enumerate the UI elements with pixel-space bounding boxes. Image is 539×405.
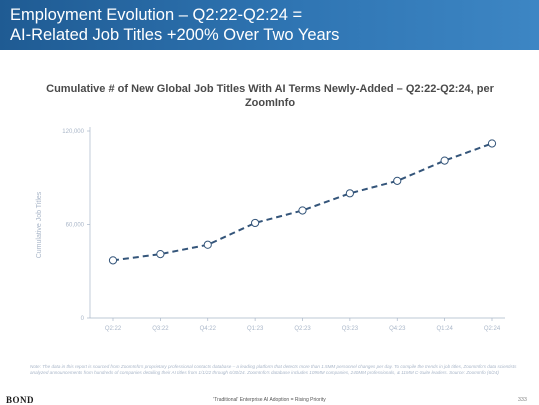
data-point	[487, 139, 497, 148]
x-tick-label: Q3:23	[342, 326, 359, 332]
y-tick-label: 120,000	[62, 129, 84, 135]
data-point	[251, 218, 260, 228]
chart-title: Cumulative # of New Global Job Titles Wi…	[46, 83, 494, 109]
data-point	[298, 206, 307, 215]
y-tick-label: 0	[81, 316, 85, 322]
x-tick-label: Q4:22	[200, 326, 217, 332]
y-tick-label: 60,000	[66, 223, 85, 229]
x-tick-label: Q1:23	[247, 326, 264, 332]
y-axis-title: Cumulative Job Titles	[36, 191, 43, 258]
x-tick-label: Q2:23	[294, 326, 311, 332]
x-tick-label: Q2:22	[105, 326, 122, 332]
bond-logo: BOND	[6, 395, 35, 405]
data-point	[156, 250, 165, 259]
source-note: Note: The data in this report is sourced…	[30, 364, 517, 375]
slide-title-line-1: Employment Evolution – Q2:22-Q2:24 =	[10, 6, 303, 24]
footer-caption: 'Traditional' Enterprise AI Adoption = R…	[213, 397, 326, 403]
x-tick-label: Q1:24	[436, 326, 453, 332]
data-point	[108, 256, 118, 265]
data-point	[203, 240, 212, 249]
slide-title-line-2: AI-Related Job Titles +200% Over Two Yea…	[10, 26, 340, 44]
x-tick-label: Q2:24	[484, 326, 501, 332]
data-point	[393, 176, 402, 185]
data-point	[440, 156, 449, 165]
x-tick-label: Q3:22	[152, 326, 169, 332]
title-banner: Employment Evolution – Q2:22-Q2:24 = AI-…	[0, 0, 539, 50]
series-line	[112, 142, 493, 262]
data-point	[345, 189, 354, 198]
page-number: 333	[517, 397, 527, 403]
x-tick-label: Q4:23	[389, 326, 406, 332]
